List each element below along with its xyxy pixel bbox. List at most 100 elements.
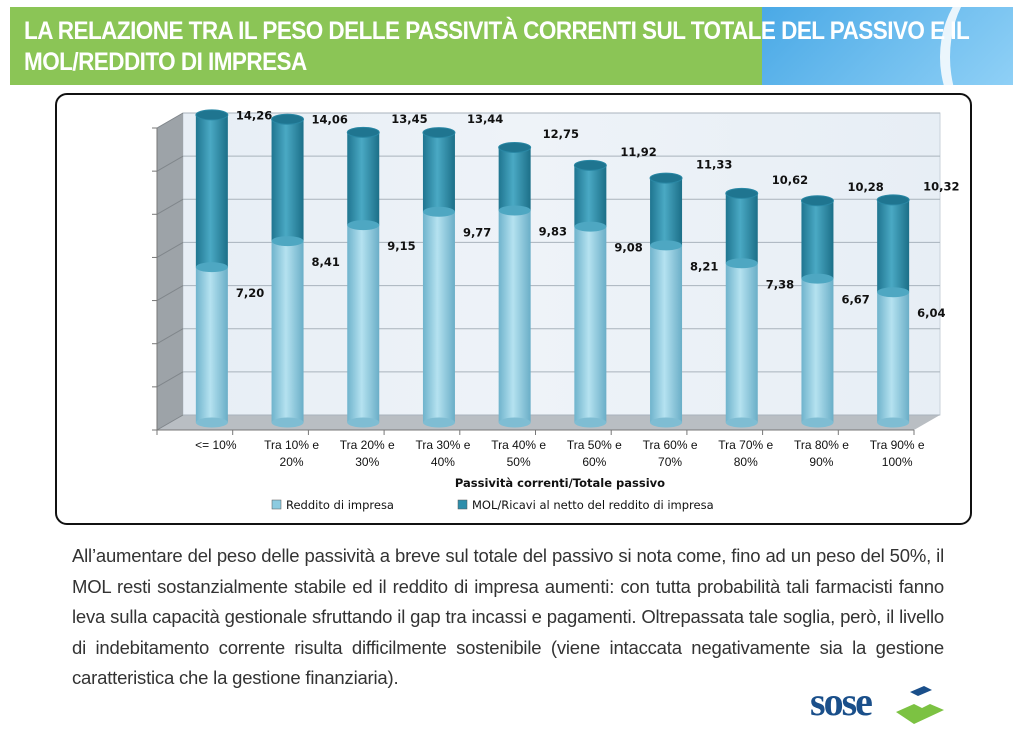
bar-mol bbox=[650, 178, 683, 246]
bar-base bbox=[195, 417, 228, 428]
bar-top bbox=[800, 195, 834, 207]
bar-segment-join bbox=[347, 220, 380, 231]
x-tick-label: 40% bbox=[431, 455, 455, 469]
bar-group bbox=[498, 141, 532, 428]
bar-reddito bbox=[877, 292, 910, 423]
bar-top bbox=[725, 187, 759, 199]
x-tick-label: Tra 90% e bbox=[870, 438, 925, 452]
bar-base bbox=[725, 417, 758, 428]
bar-top bbox=[422, 127, 456, 139]
x-tick-label: Tra 10% e bbox=[264, 438, 319, 452]
bar-base bbox=[801, 417, 834, 428]
bar-base bbox=[498, 417, 531, 428]
bar-base bbox=[574, 417, 607, 428]
bar-segment-join bbox=[195, 262, 228, 273]
data-label-mol: 13,45 bbox=[391, 112, 427, 126]
data-label-mol: 10,32 bbox=[923, 179, 959, 193]
data-label-reddito: 8,41 bbox=[312, 255, 340, 269]
data-label-mol: 12,75 bbox=[543, 127, 579, 141]
bar-mol bbox=[347, 132, 380, 226]
bar-reddito bbox=[271, 241, 304, 423]
bar-group bbox=[876, 194, 910, 428]
legend-label: Reddito di impresa bbox=[286, 498, 394, 512]
sose-logo: sose bbox=[810, 682, 950, 724]
data-label-mol: 10,62 bbox=[772, 173, 808, 187]
bar-mol bbox=[422, 132, 455, 212]
bar-base bbox=[271, 417, 304, 428]
bar-base bbox=[877, 417, 910, 428]
plot-side-wall bbox=[157, 113, 183, 430]
bar-base bbox=[347, 417, 380, 428]
bar-base bbox=[650, 417, 683, 428]
bar-segment-join bbox=[877, 287, 910, 298]
data-label-mol: 10,28 bbox=[847, 180, 883, 194]
legend-swatch bbox=[271, 499, 282, 510]
bar-group bbox=[195, 109, 229, 428]
bar-group bbox=[346, 126, 380, 428]
x-tick-label: 70% bbox=[658, 455, 682, 469]
data-label-reddito: 6,04 bbox=[917, 306, 945, 320]
data-label-reddito: 9,83 bbox=[539, 224, 567, 238]
bar-segment-join bbox=[574, 221, 607, 232]
bar-segment-join bbox=[498, 205, 531, 216]
bar-mol bbox=[801, 200, 834, 279]
bar-reddito bbox=[422, 211, 455, 423]
x-tick-label: 30% bbox=[355, 455, 379, 469]
bar-group bbox=[422, 127, 456, 428]
x-tick-label: 50% bbox=[507, 455, 531, 469]
bar-reddito bbox=[801, 278, 834, 423]
gridline-side bbox=[156, 328, 184, 345]
bar-group bbox=[573, 159, 607, 428]
x-tick-label: Tra 80% e bbox=[794, 438, 849, 452]
data-label-mol: 14,26 bbox=[236, 108, 272, 122]
gridline-side bbox=[156, 414, 184, 431]
svg-text:sose: sose bbox=[810, 682, 872, 724]
bar-reddito bbox=[347, 225, 380, 423]
x-tick-label: Tra 60% e bbox=[643, 438, 698, 452]
gridline-side bbox=[156, 155, 184, 172]
bar-group bbox=[649, 172, 683, 428]
x-axis-title: Passività correnti/Totale passivo bbox=[455, 476, 665, 490]
data-label-mol: 11,33 bbox=[696, 158, 732, 172]
x-tick-label: 60% bbox=[582, 455, 606, 469]
bar-top bbox=[649, 172, 683, 184]
bar-top bbox=[346, 126, 380, 138]
x-tick-label: Tra 30% e bbox=[415, 438, 470, 452]
bar-top bbox=[195, 109, 229, 121]
bar-group bbox=[725, 187, 759, 428]
data-label-reddito: 7,38 bbox=[766, 277, 794, 291]
bar-reddito bbox=[195, 267, 228, 423]
x-tick-label: 20% bbox=[280, 455, 304, 469]
bar-segment-join bbox=[422, 206, 455, 217]
x-tick-label: <= 10% bbox=[195, 438, 237, 452]
bar-top bbox=[876, 194, 910, 206]
bar-reddito bbox=[650, 245, 683, 423]
gridline-side bbox=[156, 241, 184, 258]
bar-mol bbox=[877, 199, 910, 293]
bar-top bbox=[573, 159, 607, 171]
bar-segment-join bbox=[650, 240, 683, 251]
data-label-reddito: 7,20 bbox=[236, 286, 264, 300]
x-tick-label: 80% bbox=[734, 455, 758, 469]
data-label-reddito: 6,67 bbox=[841, 293, 869, 307]
data-label-reddito: 9,15 bbox=[387, 239, 415, 253]
bar-segment-join bbox=[271, 236, 304, 247]
data-label-reddito: 8,21 bbox=[690, 259, 718, 273]
page-title: LA RELAZIONE TRA IL PESO DELLE PASSIVITÀ… bbox=[24, 17, 969, 76]
gridline-side bbox=[156, 371, 184, 388]
bar-base bbox=[422, 417, 455, 428]
bar-group bbox=[271, 113, 305, 428]
x-tick-label: Tra 70% e bbox=[718, 438, 773, 452]
bar-reddito bbox=[498, 210, 531, 423]
bar-group bbox=[800, 195, 834, 428]
data-label-mol: 13,44 bbox=[467, 112, 503, 126]
x-tick-label: Tra 40% e bbox=[491, 438, 546, 452]
bar-segment-join bbox=[725, 258, 758, 269]
bar-mol bbox=[725, 193, 758, 264]
banner-curve bbox=[940, 7, 1013, 85]
x-tick-label: 100% bbox=[882, 455, 913, 469]
data-label-mol: 11,92 bbox=[620, 145, 656, 159]
bar-reddito bbox=[725, 263, 758, 423]
x-tick-label: 90% bbox=[809, 455, 833, 469]
